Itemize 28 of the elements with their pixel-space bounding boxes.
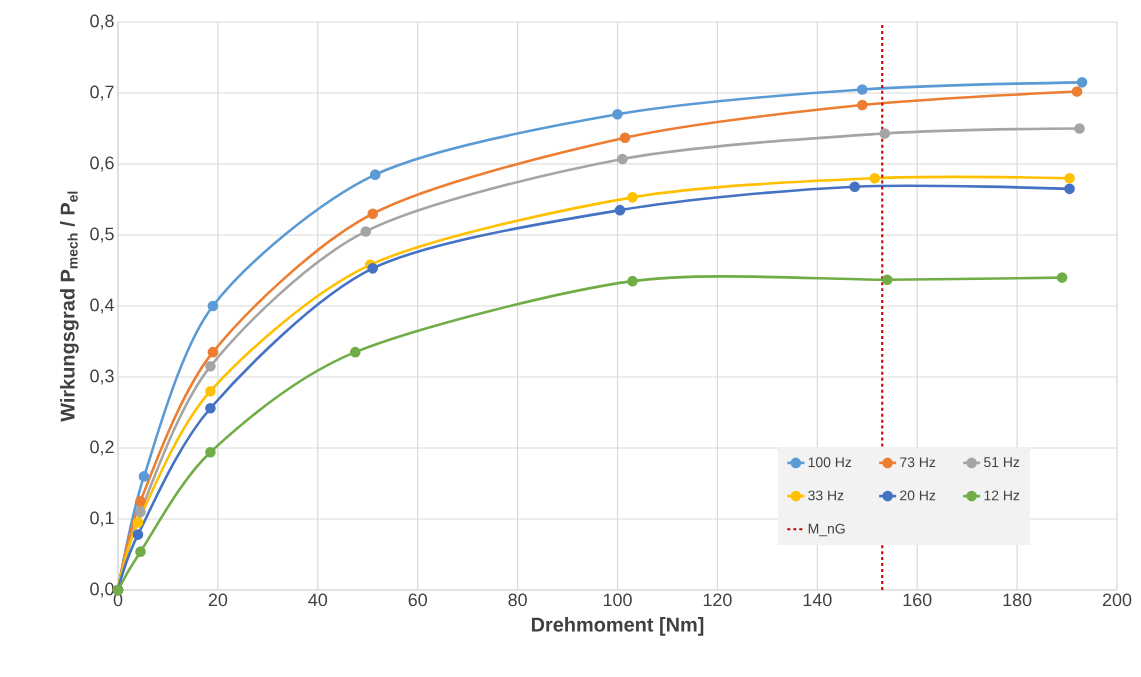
legend-label: 33 Hz <box>808 490 844 501</box>
y-tick-label: 0,7 <box>90 85 114 101</box>
legend-label: 73 Hz <box>900 457 936 468</box>
x-tick-label: 20 <box>208 593 228 607</box>
x-tick-label: 200 <box>1102 593 1132 607</box>
x-tick-label: 160 <box>903 593 932 607</box>
x-tick-label: 100 <box>603 593 632 607</box>
x-tick-label: 120 <box>703 593 732 607</box>
x-axis-title: Drehmoment [Nm] <box>531 617 704 636</box>
y-tick-label: 0,1 <box>90 511 114 527</box>
legend-label: 12 Hz <box>984 490 1020 501</box>
x-tick-label: 60 <box>408 593 427 607</box>
y-tick-label: 0,2 <box>90 440 114 456</box>
x-tick-label: 180 <box>1003 593 1032 607</box>
y-tick-label: 0,3 <box>90 369 114 385</box>
y-tick-label: 0,8 <box>90 14 114 30</box>
y-tick-label: 0,4 <box>90 298 114 314</box>
x-tick-label: 80 <box>508 593 527 607</box>
legend-label: 20 Hz <box>900 490 936 501</box>
y-tick-label: 0,6 <box>90 156 114 172</box>
ref-line-label: M_nG <box>808 523 845 537</box>
legend-label: 100 Hz <box>808 457 852 468</box>
x-tick-label: 140 <box>803 593 832 607</box>
legend-label: 51 Hz <box>984 457 1020 468</box>
y-axis-title: Wirkungsgrad P$_{mech}$ / P$_{el}$ <box>60 191 79 422</box>
y-tick-label: 0,5 <box>90 227 114 243</box>
x-tick-label: 40 <box>308 593 328 607</box>
y-tick-label: 0,0 <box>90 582 114 598</box>
